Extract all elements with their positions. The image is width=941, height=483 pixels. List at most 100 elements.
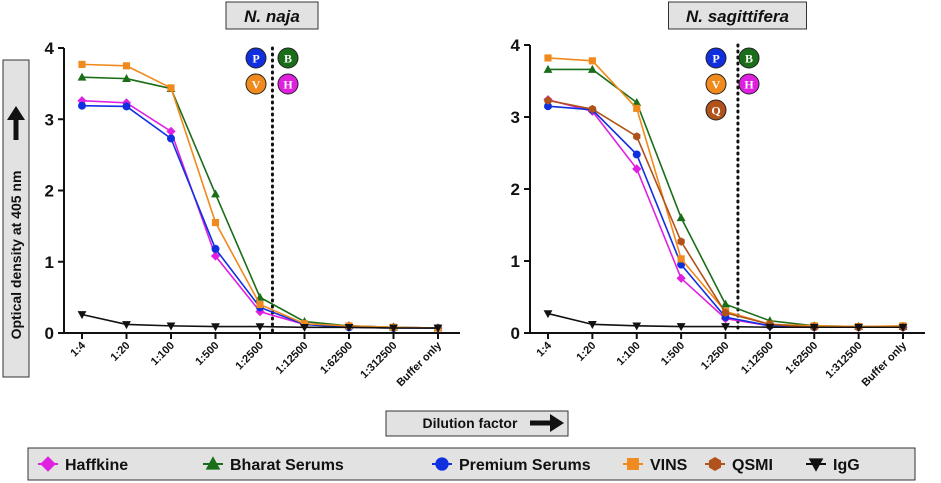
y-tick-label: 4 — [511, 36, 521, 55]
legend-item-vins: VINS — [623, 457, 688, 474]
series-qsmi — [544, 96, 907, 332]
legend-label: Premium Serums — [459, 457, 591, 474]
data-point — [543, 64, 553, 73]
legend-item-bharat-serums: Bharat Serums — [203, 456, 344, 474]
badge-h: H — [277, 73, 299, 95]
badge-p: P — [705, 47, 727, 69]
data-point — [721, 299, 730, 308]
data-point — [632, 97, 642, 106]
data-point — [211, 323, 220, 332]
data-point — [765, 323, 775, 332]
chart-panel-sagittifera: N. sagittifera 0 1 2 3 4 1:4 1:20 1:100 1:500 1:25… — [511, 1, 925, 389]
data-point — [211, 189, 220, 198]
badge-letter: H — [744, 78, 754, 92]
data-point — [676, 273, 686, 283]
y-tick-label: 0 — [511, 324, 520, 343]
data-point — [721, 308, 730, 318]
data-point — [167, 84, 175, 92]
y-tick-label: 3 — [511, 108, 520, 127]
x-tick-label: 1:20 — [574, 340, 598, 364]
data-point — [633, 132, 641, 141]
y-tick-label: 2 — [511, 180, 520, 199]
data-point — [122, 62, 131, 70]
badge-letter: Q — [711, 104, 720, 118]
series-bharat-serums — [543, 64, 908, 330]
data-point — [211, 218, 220, 227]
data-point — [389, 324, 398, 333]
chart-title-box — [225, 1, 319, 30]
data-point — [166, 322, 176, 331]
data-point — [78, 60, 86, 68]
data-point — [344, 323, 354, 332]
axis-lines — [529, 45, 925, 334]
x-axis-arrow-icon — [530, 414, 564, 432]
series-igg — [543, 310, 908, 332]
series-line — [547, 98, 903, 329]
y-tick-label: 3 — [45, 110, 54, 129]
y-axis-label: Optical density at 405 nm — [8, 171, 24, 340]
badge-letter: V — [252, 78, 261, 92]
data-point — [433, 324, 443, 333]
legend: Haffkine Bharat Serums Premium Serums VINS Q… — [27, 447, 916, 481]
chart-title-box — [668, 1, 807, 30]
y-axis-arrow-icon — [7, 106, 25, 140]
x-tick-label: 1:312500 — [358, 340, 399, 381]
x-axis-label: Dilution factor — [423, 415, 518, 431]
legend-label: VINS — [650, 457, 688, 474]
badge-v: V — [705, 73, 727, 95]
x-tick-label: 1:100 — [149, 340, 177, 368]
badge-b: B — [738, 47, 760, 69]
legend-item-haffkine: Haffkine — [38, 456, 128, 474]
data-point — [300, 323, 309, 332]
series-vins — [78, 60, 442, 332]
legend-item-qsmi: QSMI — [705, 457, 773, 474]
x-tick-label: 1:500 — [659, 340, 687, 368]
x-tick-label: 1:2500 — [699, 340, 732, 373]
data-point — [210, 251, 221, 261]
data-point — [122, 102, 131, 111]
badge-p: P — [245, 47, 267, 69]
series-line — [81, 63, 439, 329]
data-point — [587, 64, 597, 73]
data-point — [677, 255, 685, 263]
badge-letter: P — [712, 52, 719, 66]
series-line — [547, 99, 903, 329]
x-tick-label: 1:4 — [534, 339, 554, 359]
series-line — [547, 57, 904, 328]
data-point — [77, 72, 87, 81]
data-point — [544, 96, 552, 105]
legend-marker — [708, 457, 722, 471]
badge-q: Q — [705, 99, 727, 121]
x-tick-label: 1:500 — [193, 340, 221, 368]
series-premium-serums — [544, 102, 907, 332]
badge-letter: B — [284, 52, 292, 66]
data-point — [677, 260, 686, 269]
data-point — [255, 323, 265, 332]
data-point — [633, 104, 641, 112]
x-tick-label: 1:12500 — [274, 340, 311, 377]
data-point — [854, 323, 864, 332]
x-tick-label: 1:312500 — [823, 340, 864, 381]
chart-title: N. naja — [244, 7, 300, 26]
x-tick-label: Buffer only — [860, 339, 910, 389]
data-point — [256, 300, 264, 309]
x-axis-label-box: Dilution factor — [385, 410, 569, 437]
series-igg — [77, 311, 443, 333]
series-line — [547, 105, 903, 329]
data-point — [677, 237, 685, 246]
badge-letter: V — [712, 78, 721, 92]
x-tick-label: 1:20 — [109, 340, 133, 364]
x-tick-label: 1:62500 — [783, 340, 820, 377]
data-point — [543, 310, 553, 319]
data-point — [632, 164, 642, 174]
legend-item-premium-serums: Premium Serums — [432, 457, 591, 474]
data-point — [166, 126, 176, 136]
badge-letter: H — [283, 78, 293, 92]
series-vins — [544, 54, 907, 331]
badge-letter: P — [252, 52, 259, 66]
y-tick-label: 1 — [511, 252, 520, 271]
x-tick-label: 1:12500 — [739, 340, 776, 377]
data-point — [544, 102, 552, 111]
data-point — [587, 321, 597, 329]
